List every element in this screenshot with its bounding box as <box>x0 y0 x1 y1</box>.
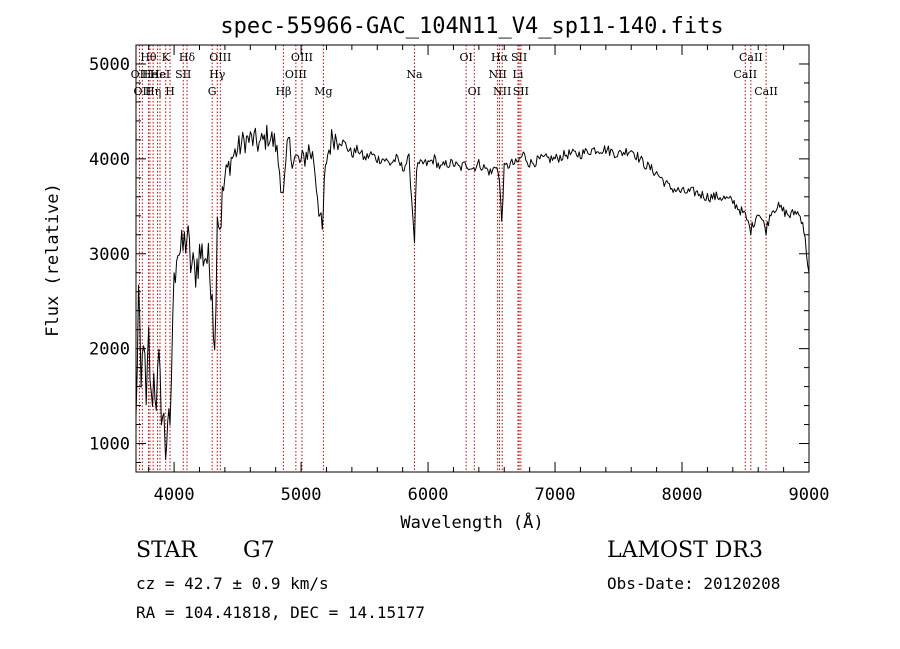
line-label: OIII <box>291 51 313 64</box>
x-tick-label: 7000 <box>535 485 576 505</box>
line-label: Li <box>513 68 524 81</box>
object-subclass: G7 <box>243 538 275 563</box>
line-label: NII <box>493 85 511 98</box>
plot-frame <box>135 44 810 473</box>
y-tick-label: 5000 <box>89 55 130 75</box>
survey-name: LAMOST DR3 <box>607 538 763 563</box>
x-tick-label: 4000 <box>154 485 195 505</box>
tick-labels: 4000 5000 6000 7000 8000 9000 1000 2000 3000 4000… <box>89 55 829 505</box>
y-tick-label: 3000 <box>89 245 130 265</box>
line-label: Hδ <box>179 51 196 64</box>
line-label: SII <box>511 51 527 64</box>
x-tick-label: 9000 <box>789 485 830 505</box>
line-label: Hβ <box>275 85 291 98</box>
line-label: He <box>142 68 158 81</box>
line-label: Na <box>406 68 423 81</box>
line-label: CaII <box>733 68 757 81</box>
line-label: G <box>208 85 217 98</box>
y-tick-label: 1000 <box>89 435 130 455</box>
x-tick-label: 5000 <box>281 485 322 505</box>
line-label: OII <box>133 85 151 98</box>
x-tick-label: 8000 <box>662 485 703 505</box>
observation-date: Obs-Date: 20120208 <box>607 574 781 593</box>
chart-title: spec-55966-GAC_104N11_V4_sp11-140.fits <box>220 14 723 39</box>
axis-ticks <box>136 45 810 472</box>
y-axis-label: Flux (relative) <box>43 183 63 337</box>
line-label: CaII <box>739 51 763 64</box>
line-markers <box>138 45 767 472</box>
line-label: OII <box>131 68 149 81</box>
spectrum-line <box>135 124 810 461</box>
x-axis-label: Wavelength (Å) <box>400 511 543 533</box>
line-label: Mg <box>314 85 332 98</box>
line-label: OI <box>468 85 481 98</box>
line-label: SII <box>513 85 529 98</box>
y-tick-label: 4000 <box>89 150 130 170</box>
line-label: SII <box>175 68 191 81</box>
line-label: OI <box>459 51 472 64</box>
line-label: HeI <box>150 68 170 81</box>
line-label: Hγ <box>209 68 226 81</box>
line-label: Hε <box>150 68 166 81</box>
line-label: OIII <box>285 68 307 81</box>
line-label: H <box>165 85 175 98</box>
line-label: Hθ <box>140 51 157 64</box>
line-label: NII <box>488 68 506 81</box>
line-label: K <box>162 51 171 64</box>
y-tick-label: 2000 <box>89 340 130 360</box>
object-class: STAR <box>136 538 197 563</box>
line-label: Hα <box>491 51 509 64</box>
coordinates: RA = 104.41818, DEC = 14.15177 <box>136 603 425 622</box>
line-labels: OIIOIIHθHeHηHεHeIKHSIIHδGHγOIIIHβOIIIOII… <box>131 51 778 98</box>
redshift-velocity: cz = 42.7 ± 0.9 km/s <box>136 574 329 593</box>
line-label: Hη <box>145 85 161 98</box>
line-label: CaII <box>754 85 778 98</box>
x-tick-label: 6000 <box>408 485 449 505</box>
line-label: OIII <box>209 51 231 64</box>
